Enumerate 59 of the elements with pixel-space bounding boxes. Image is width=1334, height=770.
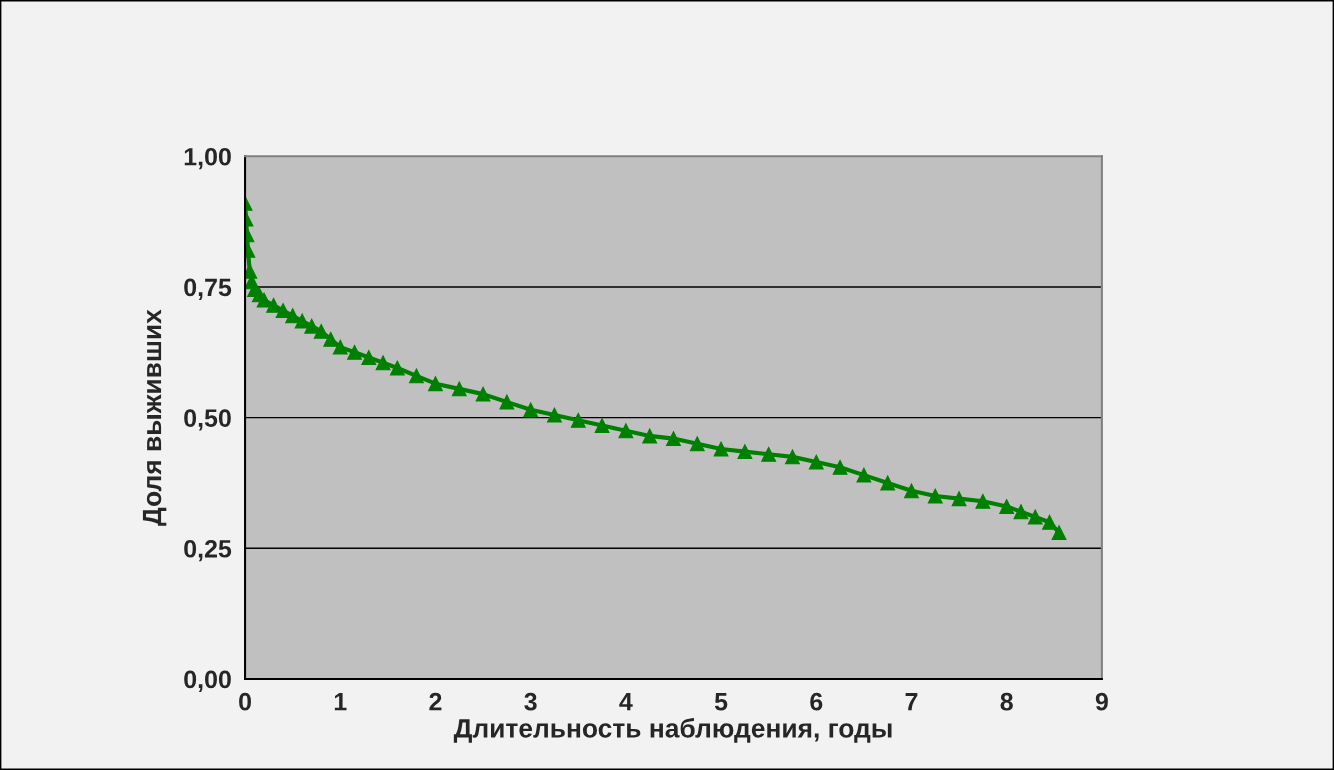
point — [475, 386, 491, 402]
x-tick-label: 4 — [619, 693, 633, 711]
point — [808, 454, 824, 470]
y-axis-title: Доля выживших — [142, 309, 167, 526]
point — [785, 449, 800, 465]
x-tick-label: 3 — [524, 692, 537, 711]
x-tick-label: 8 — [1000, 692, 1013, 711]
point — [499, 394, 515, 410]
point — [1042, 514, 1057, 530]
point — [375, 355, 391, 371]
point — [594, 418, 610, 433]
point — [304, 318, 320, 334]
point — [389, 360, 405, 376]
point — [689, 436, 705, 452]
y-tick-label: 0,25 — [184, 539, 232, 562]
x-tick-label: 2 — [429, 692, 442, 711]
point — [266, 297, 282, 313]
point — [313, 323, 329, 339]
point — [361, 350, 377, 365]
x-axis-title: Длительность наблюдения, годы — [453, 718, 892, 743]
point — [618, 423, 634, 439]
point — [642, 428, 658, 444]
point — [523, 402, 539, 418]
point — [570, 412, 586, 428]
y-tick-label: 1,00 — [184, 147, 231, 170]
point — [761, 446, 777, 462]
point — [904, 483, 919, 499]
point — [856, 467, 872, 483]
x-tick-label: 9 — [1095, 692, 1108, 711]
point — [713, 441, 729, 457]
point — [737, 444, 753, 460]
point — [294, 313, 310, 329]
point — [1013, 504, 1029, 520]
point — [975, 493, 991, 509]
x-tick-label: 6 — [810, 692, 823, 711]
point — [347, 344, 362, 360]
point — [275, 303, 291, 318]
point — [428, 376, 443, 392]
y-tick-label: 0,50 — [184, 409, 231, 431]
x-tick-label: 5 — [714, 693, 728, 711]
point — [666, 431, 681, 447]
point — [256, 292, 272, 308]
point — [880, 475, 896, 491]
y-tick-label: 0,00 — [184, 670, 231, 692]
point — [547, 407, 562, 423]
point — [927, 488, 943, 504]
point — [323, 331, 339, 347]
point — [951, 491, 967, 507]
x-tick-label: 7 — [905, 693, 918, 711]
x-tick-label: 1 — [334, 693, 347, 711]
point — [1027, 509, 1043, 525]
x-tick-label: 0 — [239, 692, 251, 711]
point — [408, 368, 424, 384]
point — [999, 499, 1015, 514]
point — [332, 339, 348, 355]
point — [832, 459, 848, 475]
point — [451, 381, 467, 397]
y-tick-label: 0,75 — [184, 278, 232, 300]
point — [1051, 525, 1067, 541]
